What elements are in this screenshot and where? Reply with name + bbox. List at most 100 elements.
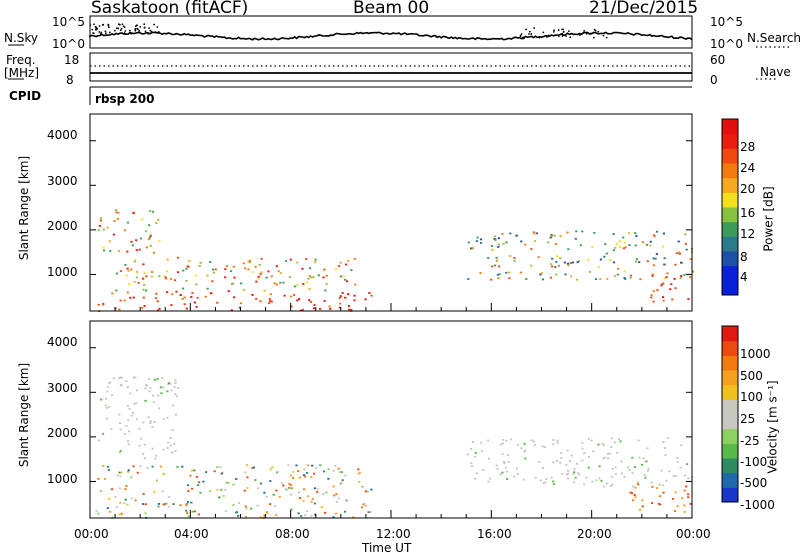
data-cell <box>556 255 559 258</box>
data-cell <box>508 277 511 280</box>
data-cell <box>157 394 160 397</box>
data-cell <box>550 233 553 236</box>
data-cell <box>347 293 350 295</box>
data-cell <box>308 275 311 278</box>
data-cell <box>288 276 292 278</box>
colorbar-segment <box>722 399 738 415</box>
data-cell <box>300 515 303 517</box>
data-cell <box>313 502 316 505</box>
vel-cb-tick-m25: -25 <box>740 434 760 448</box>
data-cell <box>109 250 112 252</box>
colorbar-segment <box>722 487 738 503</box>
data-cell <box>323 300 326 302</box>
data-cell <box>151 447 154 450</box>
data-cell <box>470 462 473 464</box>
data-cell <box>118 377 121 380</box>
data-cell <box>305 258 308 260</box>
data-cell <box>581 459 584 462</box>
nsky-dot <box>117 27 120 30</box>
data-cell <box>523 442 526 445</box>
data-cell <box>259 516 262 519</box>
data-cell <box>250 507 253 510</box>
data-cell <box>245 507 248 510</box>
data-cell <box>530 248 533 250</box>
data-cell <box>680 275 683 277</box>
data-cell <box>499 443 503 446</box>
data-cell <box>513 257 516 259</box>
data-cell <box>619 246 622 248</box>
data-cell <box>144 387 147 390</box>
freq-label: Freq. <box>6 53 36 67</box>
data-cell <box>149 234 152 237</box>
data-cell <box>679 277 682 279</box>
data-cell <box>193 510 196 513</box>
data-cell <box>310 476 313 478</box>
data-cell <box>491 248 494 251</box>
data-cell <box>593 232 596 234</box>
data-cell <box>533 240 537 242</box>
data-cell <box>676 460 679 463</box>
data-cell <box>644 476 647 479</box>
data-cell <box>470 465 474 467</box>
data-cell <box>224 488 227 491</box>
data-cell <box>501 233 504 235</box>
data-cell <box>538 461 541 463</box>
data-cell <box>166 291 169 294</box>
data-cell <box>506 478 509 480</box>
nsearch-tick-bottom: 10^0 <box>710 37 743 51</box>
data-cell <box>255 298 258 300</box>
data-cell <box>125 425 128 427</box>
data-cell <box>104 404 107 407</box>
data-cell <box>133 280 136 283</box>
data-cell <box>574 237 577 240</box>
nsky-dot <box>122 25 125 28</box>
data-cell <box>519 271 522 274</box>
nsky-dot <box>154 31 157 33</box>
data-cell <box>508 271 511 274</box>
nsky-dot <box>522 36 525 39</box>
data-cell <box>115 272 118 275</box>
data-cell <box>649 244 652 247</box>
x-tick-0: 00:00 <box>74 527 109 541</box>
data-cell <box>116 474 119 477</box>
data-cell <box>310 276 313 279</box>
colorbar-frame <box>721 118 739 296</box>
data-cell <box>474 452 477 454</box>
data-cell <box>587 466 590 469</box>
data-cell <box>166 390 169 393</box>
data-cell <box>119 475 122 478</box>
data-cell <box>576 462 579 465</box>
data-cell <box>467 241 470 244</box>
nsky-dot <box>104 30 107 33</box>
data-cell <box>136 418 139 421</box>
data-cell <box>149 420 152 423</box>
data-cell <box>123 432 126 435</box>
data-cell <box>578 473 581 476</box>
data-cell <box>112 377 115 380</box>
data-cell <box>637 439 640 442</box>
data-cell <box>352 516 355 519</box>
freq-unit: [MHz] <box>4 66 40 80</box>
data-cell <box>610 437 613 440</box>
data-cell <box>676 505 679 508</box>
data-cell <box>162 473 165 475</box>
data-cell <box>167 382 170 384</box>
data-cell <box>239 302 243 305</box>
nsky-dot <box>528 30 531 33</box>
data-cell <box>270 300 273 303</box>
data-cell <box>125 274 128 277</box>
data-cell <box>107 386 110 388</box>
nave-tick-top: 60 <box>710 53 726 67</box>
data-cell <box>269 300 272 302</box>
nsky-dot <box>92 32 95 34</box>
data-cell <box>310 301 313 303</box>
data-cell <box>181 465 184 468</box>
data-cell <box>97 439 101 442</box>
data-cell <box>113 220 116 222</box>
data-cell <box>581 447 584 450</box>
data-cell <box>127 469 130 472</box>
data-cell <box>672 475 675 477</box>
data-cell <box>370 488 373 491</box>
data-cell <box>198 481 201 484</box>
data-cell <box>106 226 109 229</box>
